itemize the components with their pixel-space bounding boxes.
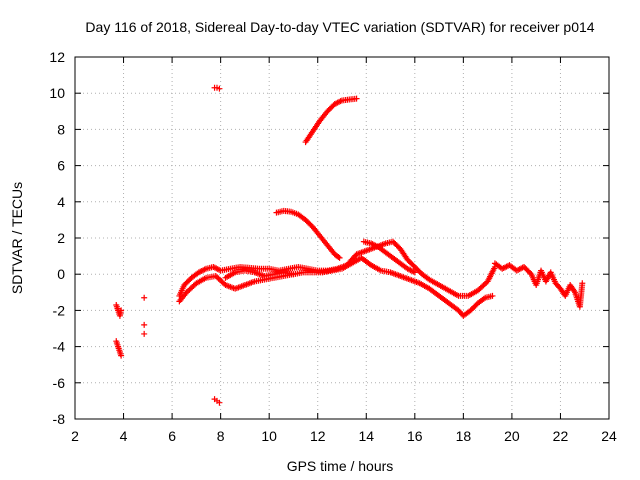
x-tick-label: 16 (407, 428, 423, 444)
data-point (216, 85, 223, 92)
y-tick-label: 10 (49, 85, 65, 101)
series-j (222, 267, 297, 281)
series-i (176, 254, 496, 319)
series-f (302, 95, 360, 146)
data-point (290, 271, 297, 278)
x-tick-label: 24 (601, 428, 617, 444)
series-b (113, 338, 125, 359)
x-tick-label: 18 (456, 428, 472, 444)
data-point (353, 95, 360, 102)
series-k (360, 238, 418, 276)
y-tick-label: -6 (53, 375, 66, 391)
data-point (216, 399, 223, 406)
data-point (141, 321, 148, 328)
y-axis-label: SDTVAR / TECUs (9, 182, 25, 294)
data-point (366, 261, 373, 268)
x-tick-label: 10 (261, 428, 277, 444)
data-point (579, 280, 586, 287)
series-a (113, 301, 125, 319)
y-tick-label: 2 (57, 230, 65, 246)
y-tick-label: -4 (53, 339, 66, 355)
x-tick-label: 14 (358, 428, 374, 444)
x-axis: 2 4 6 8 10 12 14 16 18 20 22 24 (71, 57, 617, 444)
series-d (211, 84, 223, 92)
data-point (141, 330, 148, 337)
x-tick-label: 12 (310, 428, 326, 444)
x-tick-label: 4 (120, 428, 128, 444)
data-point (141, 294, 148, 301)
x-tick-label: 22 (553, 428, 569, 444)
series-l (491, 260, 586, 310)
data-point (221, 280, 228, 287)
data-point (411, 269, 418, 276)
data-point (118, 352, 125, 359)
y-tick-label: -2 (53, 302, 66, 318)
data-point (336, 254, 343, 261)
x-tick-label: 8 (217, 428, 225, 444)
y-tick-label: 6 (57, 158, 65, 174)
grid (75, 57, 609, 419)
data-point (335, 254, 342, 261)
data-point (191, 281, 198, 288)
x-tick-label: 20 (504, 428, 520, 444)
data-point (489, 292, 496, 299)
series-c (141, 294, 148, 337)
y-tick-label: 0 (57, 266, 65, 282)
data-point (527, 269, 534, 276)
x-tick-label: 6 (168, 428, 176, 444)
series-e (211, 396, 223, 406)
x-axis-label: GPS time / hours (287, 458, 394, 474)
chart-title: Day 116 of 2018, Sidereal Day-to-day VTE… (85, 19, 594, 35)
y-tick-label: -8 (53, 411, 66, 427)
series-g (273, 207, 343, 261)
y-axis: -8 -6 -4 -2 0 2 4 6 8 10 12 (49, 49, 609, 427)
y-tick-label: 8 (57, 121, 65, 137)
data-points (113, 84, 586, 406)
x-tick-label: 2 (71, 428, 79, 444)
y-tick-label: 4 (57, 194, 65, 210)
y-tick-label: 12 (49, 49, 65, 65)
data-point (118, 307, 125, 314)
